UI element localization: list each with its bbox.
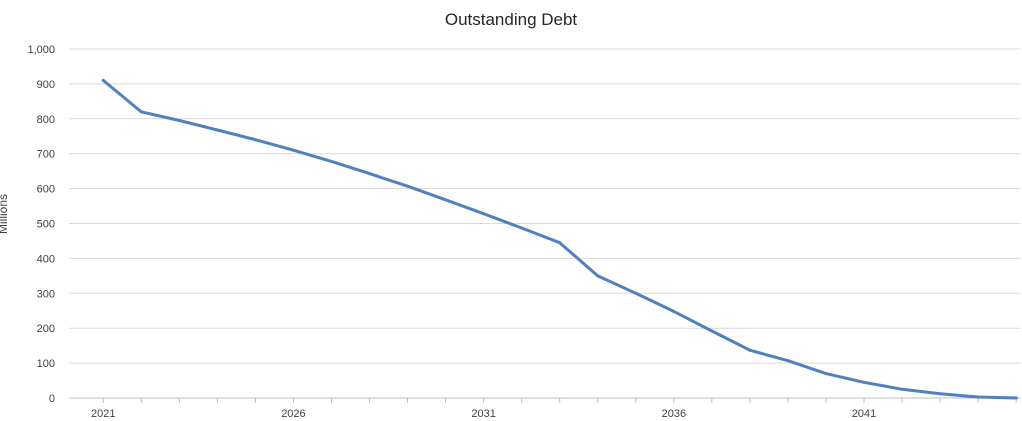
data-point bbox=[101, 78, 105, 82]
series-line bbox=[101, 78, 1018, 400]
data-point bbox=[444, 198, 448, 202]
data-point bbox=[1014, 396, 1018, 400]
data-point bbox=[406, 184, 410, 188]
x-tick-label: 2041 bbox=[852, 408, 876, 420]
data-point bbox=[596, 274, 600, 278]
y-tick-label: 0 bbox=[49, 393, 55, 405]
data-point bbox=[139, 110, 143, 114]
data-point bbox=[710, 329, 714, 333]
data-point bbox=[482, 212, 486, 216]
y-tick-label: 100 bbox=[37, 358, 55, 370]
x-tick-label: 2026 bbox=[281, 408, 305, 420]
data-point bbox=[862, 380, 866, 384]
y-tick-label: 500 bbox=[37, 219, 55, 231]
data-point bbox=[215, 128, 219, 132]
x-tick-label: 2036 bbox=[662, 408, 686, 420]
data-point bbox=[177, 119, 181, 123]
data-point bbox=[824, 372, 828, 376]
chart-title: Outstanding Debt bbox=[444, 10, 578, 29]
y-tick-label: 1,000 bbox=[27, 44, 55, 56]
x-tick-label: 2021 bbox=[91, 408, 115, 420]
data-point bbox=[672, 309, 676, 313]
data-point bbox=[558, 241, 562, 245]
data-point bbox=[520, 226, 524, 230]
data-point bbox=[634, 291, 638, 295]
y-tick-label: 300 bbox=[37, 288, 55, 300]
data-point bbox=[900, 387, 904, 391]
data-point bbox=[976, 395, 980, 399]
y-tick-label: 900 bbox=[37, 79, 55, 91]
y-tick-label: 800 bbox=[37, 114, 55, 126]
data-point bbox=[253, 138, 257, 142]
data-point bbox=[748, 348, 752, 352]
x-tick-label: 2031 bbox=[471, 408, 495, 420]
data-point bbox=[291, 148, 295, 152]
data-point bbox=[368, 172, 372, 176]
y-tick-label: 200 bbox=[37, 323, 55, 335]
data-point bbox=[938, 392, 942, 396]
y-tick-label: 600 bbox=[37, 184, 55, 196]
data-point bbox=[786, 359, 790, 363]
y-tick-label: 400 bbox=[37, 253, 55, 265]
y-tick-label: 700 bbox=[37, 149, 55, 161]
data-point bbox=[329, 159, 333, 163]
